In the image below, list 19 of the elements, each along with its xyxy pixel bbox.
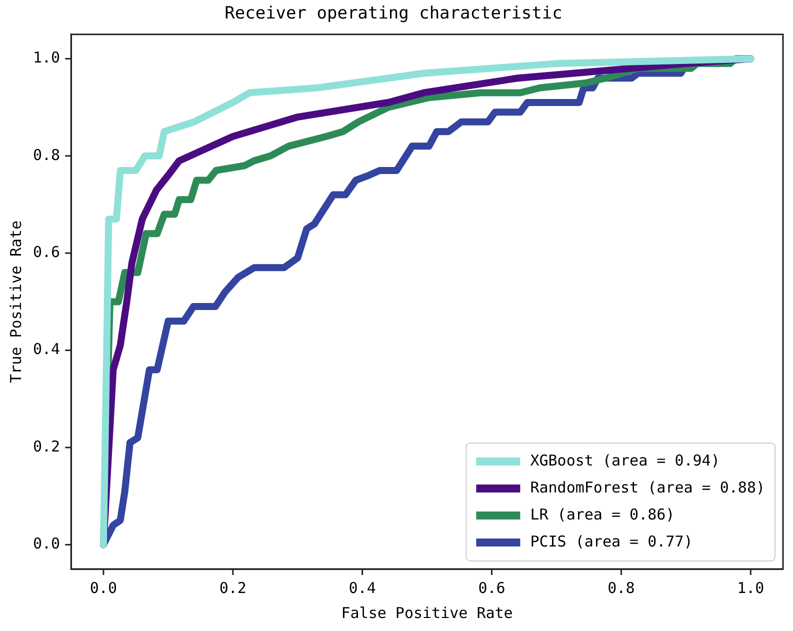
x-axis-title: False Positive Rate [341,604,513,622]
y-axis-title: True Positive Rate [6,220,25,383]
x-tick-label: 0.8 [608,578,635,597]
y-tick-label: 0.8 [33,146,60,164]
chart-title: Receiver operating characteristic [224,4,562,24]
x-tick-label: 0.2 [219,578,246,597]
y-tick-label: 0.6 [33,242,60,261]
y-tick-label: 0.2 [33,437,60,456]
legend-label: RandomForest (area = 0.88) [530,478,766,496]
y-tick-label: 1.0 [33,48,60,67]
y-tick-label: 0.4 [33,340,60,358]
y-tick-label: 0.0 [33,534,60,553]
x-tick-label: 0.0 [90,578,117,597]
x-tick-label: 1.0 [737,578,764,597]
legend-label: PCIS (area = 0.77) [530,532,693,550]
legend-label: LR (area = 0.86) [530,505,675,524]
x-tick-label: 0.6 [478,578,506,597]
legend-label: XGBoost (area = 0.94) [530,451,720,470]
x-tick-label: 0.4 [348,578,376,597]
